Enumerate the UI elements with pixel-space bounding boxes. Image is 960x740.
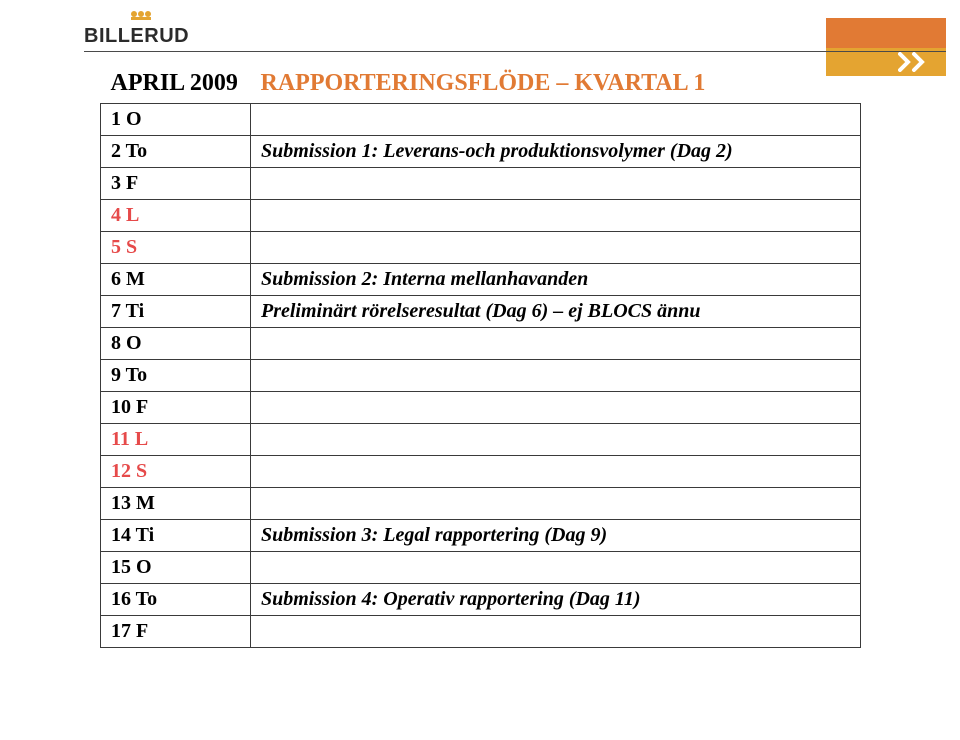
nav-orange-bar: [826, 18, 946, 48]
day-label: 4 L: [111, 204, 139, 226]
logo-text: BILLERUD: [84, 26, 189, 46]
day-label: 13 M: [111, 492, 155, 514]
day-label: 8 O: [111, 332, 142, 354]
table-row: 2 To Submission 1: Leverans-och produktio…: [101, 136, 861, 168]
table-row: 12 S: [101, 456, 861, 488]
crown-icon: [130, 11, 152, 21]
day-label: 12 S: [111, 460, 147, 482]
logo: BILLERUD: [84, 8, 189, 46]
day-label: 10 F: [111, 396, 148, 418]
table-row: 8 O: [101, 328, 861, 360]
double-chevron-icon: [898, 52, 938, 72]
header-rule: [84, 51, 946, 52]
table-row: 16 To Submission 4: Operativ rapportering…: [101, 584, 861, 616]
table-row: 7 Ti Preliminärt rörelseresultat (Dag 6) …: [101, 296, 861, 328]
day-label: 7 Ti: [111, 300, 144, 322]
day-label: 11 L: [111, 428, 148, 450]
table-row: 3 F: [101, 168, 861, 200]
day-label: 15 O: [111, 556, 152, 578]
calendar-table-wrap: APRIL 2009RAPPORTERINGSFLÖDE – KVARTAL 1…: [100, 70, 860, 648]
day-label: 1 O: [111, 108, 142, 130]
table-row: 6 M Submission 2: Interna mellanhavanden: [101, 264, 861, 296]
nav-decor: [826, 18, 946, 76]
day-label: 3 F: [111, 172, 138, 194]
day-description: Submission 3: Legal rapportering (Dag 9): [261, 524, 607, 546]
table-row: 11 L: [101, 424, 861, 456]
table-row: 1 O: [101, 104, 861, 136]
table-row: 9 To: [101, 360, 861, 392]
table-row: 14 Ti Submission 3: Legal rapportering (D…: [101, 520, 861, 552]
day-description: Submission 4: Operativ rapportering (Dag…: [261, 588, 640, 610]
table-row: 13 M: [101, 488, 861, 520]
day-label: 17 F: [111, 620, 148, 642]
table-row: 4 L: [101, 200, 861, 232]
day-description: Submission 1: Leverans-och produktionsvo…: [261, 140, 733, 162]
day-description: Preliminärt rörelseresultat (Dag 6) – ej…: [261, 300, 701, 322]
day-label: 9 To: [111, 364, 147, 386]
table-row: 5 S: [101, 232, 861, 264]
day-label: 5 S: [111, 236, 137, 258]
day-description: Submission 2: Interna mellanhavanden: [261, 268, 588, 290]
day-label: 6 M: [111, 268, 145, 290]
table-row: 10 F: [101, 392, 861, 424]
table-title-left: APRIL 2009: [101, 70, 251, 104]
table-row: 15 O: [101, 552, 861, 584]
table-title-right: RAPPORTERINGSFLÖDE – KVARTAL 1: [251, 70, 861, 104]
day-label: 16 To: [111, 588, 157, 610]
calendar-table: APRIL 2009RAPPORTERINGSFLÖDE – KVARTAL 1…: [100, 70, 861, 648]
day-label: 14 Ti: [111, 524, 154, 546]
day-label: 2 To: [111, 140, 147, 162]
title-row: APRIL 2009RAPPORTERINGSFLÖDE – KVARTAL 1: [101, 70, 861, 104]
table-row: 17 F: [101, 616, 861, 648]
